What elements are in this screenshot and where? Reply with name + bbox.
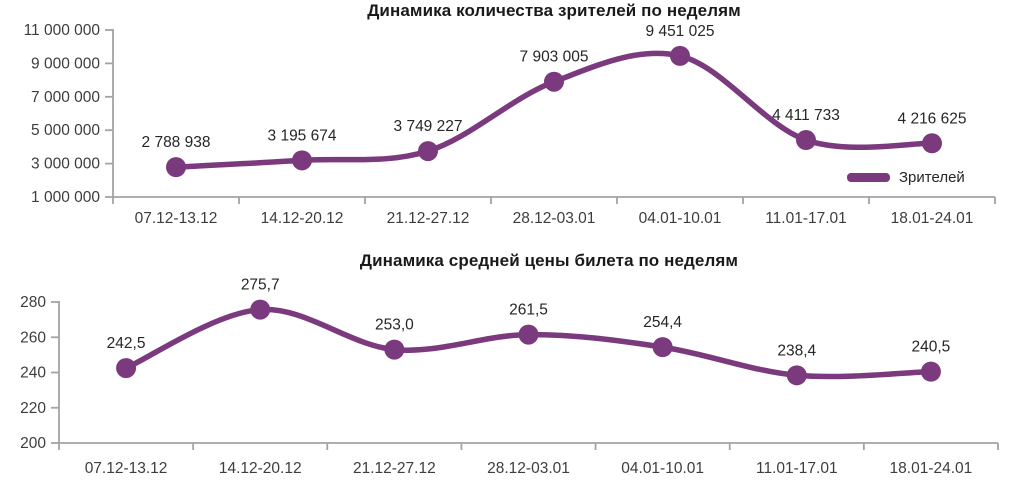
x-axis-category-label: 14.12-20.12 — [261, 210, 344, 227]
x-axis-category-label: 28.12-03.01 — [513, 210, 596, 227]
viewers-legend-label: Зрителей — [899, 169, 965, 186]
data-point-label: 7 903 005 — [520, 49, 589, 66]
data-point-marker — [116, 358, 137, 379]
x-axis-category-label: 21.12-27.12 — [387, 210, 470, 227]
y-axis-tick-label: 1 000 000 — [31, 189, 100, 206]
viewers-chart: Динамика количества зрителей по неделям … — [0, 0, 1024, 240]
y-axis-tick-label: 240 — [20, 365, 46, 382]
data-point-label: 242,5 — [107, 335, 146, 352]
avg-price-chart: Динамика средней цены билета по неделям … — [0, 250, 1024, 503]
x-axis-category-label: 14.12-20.12 — [219, 460, 302, 477]
x-axis-category-label: 28.12-03.01 — [487, 460, 570, 477]
data-point-label: 254,4 — [643, 314, 682, 331]
data-point-label: 3 195 674 — [268, 127, 337, 144]
data-point-marker — [166, 157, 186, 178]
data-point-marker — [544, 71, 564, 92]
data-point-label: 3 749 227 — [394, 118, 463, 135]
x-axis-category-label: 11.01-17.01 — [756, 460, 838, 477]
data-point-label: 2 788 938 — [142, 134, 211, 151]
x-axis-category-label: 21.12-27.12 — [353, 460, 436, 477]
y-axis-tick-label: 220 — [20, 400, 46, 417]
x-axis-category-label: 04.01-10.01 — [621, 460, 704, 477]
data-point-marker — [418, 141, 438, 162]
y-axis-tick-label: 3 000 000 — [31, 156, 100, 173]
y-axis-tick-label: 9 000 000 — [31, 55, 100, 72]
y-axis-tick-label: 11 000 000 — [24, 22, 101, 39]
data-point-label: 4 216 625 — [898, 110, 967, 127]
data-point-label: 261,5 — [509, 302, 548, 319]
x-axis-category-label: 18.01-24.01 — [890, 460, 973, 477]
data-point-marker — [920, 361, 941, 382]
data-point-marker — [518, 324, 539, 345]
x-axis-category-label: 11.01-17.01 — [765, 210, 847, 227]
data-point-label: 9 451 025 — [646, 23, 715, 40]
avg-price-plot: 200 220 240 260 280 07.12-13.12 14.12-20.12 21.… — [20, 277, 999, 477]
data-point-label: 253,0 — [375, 317, 414, 334]
avg-price-chart-title: Динамика средней цены билета по неделям — [359, 251, 739, 270]
y-axis-tick-label: 200 — [20, 435, 46, 452]
y-axis-tick-label: 5 000 000 — [31, 122, 100, 139]
data-point-marker — [292, 150, 312, 171]
data-point-marker — [670, 45, 690, 66]
data-point-marker — [786, 365, 807, 386]
y-axis-tick-label: 260 — [20, 329, 46, 346]
x-axis-category-label: 18.01-24.01 — [891, 210, 974, 227]
viewers-legend-swatch — [847, 173, 890, 182]
data-point-marker — [384, 339, 405, 360]
data-point-marker — [250, 299, 271, 320]
viewers-chart-title: Динамика количества зрителей по неделям — [367, 1, 741, 20]
x-axis-category-label: 07.12-13.12 — [135, 210, 218, 227]
data-point-label: 4 411 733 — [772, 107, 840, 124]
data-point-label: 275,7 — [241, 277, 280, 294]
viewers-plot: 1 000 000 3 000 000 5 000 000 7 000 000 9 00… — [24, 22, 996, 227]
x-axis-category-label: 07.12-13.12 — [85, 460, 168, 477]
y-axis-tick-label: 7 000 000 — [31, 89, 100, 106]
data-point-marker — [652, 337, 673, 358]
y-axis-tick-label: 280 — [20, 294, 46, 311]
data-point-marker — [922, 133, 942, 154]
data-point-label: 238,4 — [777, 342, 816, 359]
viewers-legend: Зрителей — [847, 169, 965, 186]
data-point-marker — [796, 130, 816, 151]
data-point-label: 240,5 — [912, 339, 951, 356]
x-axis-category-label: 04.01-10.01 — [639, 210, 722, 227]
